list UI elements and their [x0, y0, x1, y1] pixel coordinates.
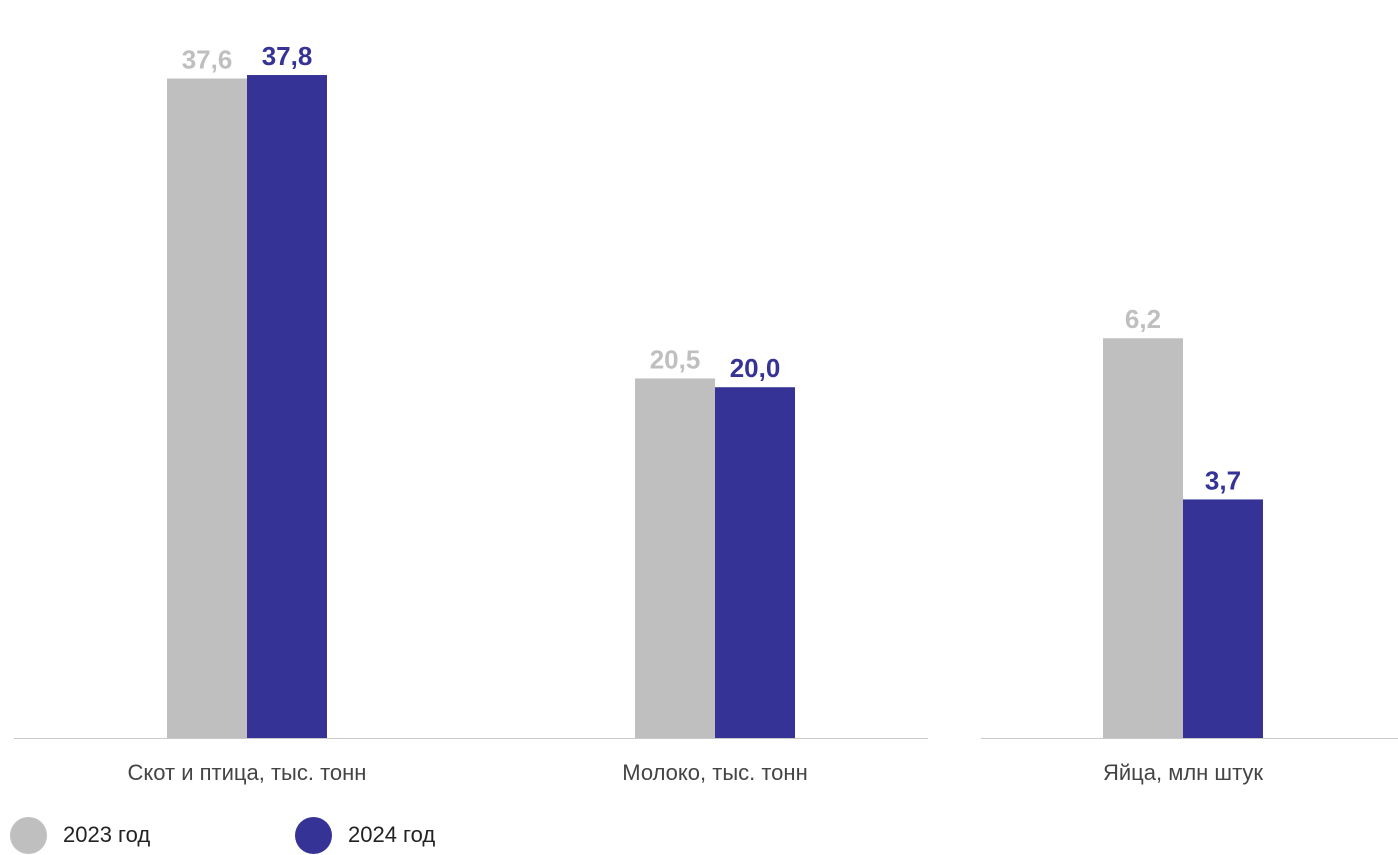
legend-swatch-2023	[10, 816, 47, 854]
bar-2023-год-3	[1103, 338, 1183, 738]
bar-2023-год-2	[635, 378, 715, 738]
bar-2024-год-2	[715, 387, 795, 738]
bar-2024-год-3	[1183, 499, 1263, 738]
data-label-2024-год-1: 37,8	[262, 41, 313, 71]
data-label-2024-год-2: 20,0	[730, 353, 781, 383]
legend-label-2024: 2024 год	[348, 822, 436, 847]
data-label-2023-год-3: 6,2	[1125, 304, 1161, 334]
category-label-3: Яйца, млн штук	[1103, 760, 1263, 785]
category-label-2: Молоко, тыс. тонн	[622, 760, 807, 785]
legend-label-2023: 2023 год	[63, 822, 151, 847]
data-label-2023-год-1: 37,6	[182, 45, 233, 75]
bar-2023-год-1	[167, 78, 247, 738]
legend-item-2023: 2023 год	[10, 815, 150, 855]
bar-chart: 37,6 37,8 Скот и птица, тыс. тонн 20,5 20,0 М…	[14, 41, 1398, 785]
data-label-2024-год-3: 3,7	[1205, 465, 1241, 495]
category-label-1: Скот и птица, тыс. тонн	[128, 760, 367, 785]
legend-swatch-2024	[295, 816, 332, 854]
data-label-2023-год-2: 20,5	[650, 344, 701, 374]
legend-item-2024: 2024 год	[295, 815, 435, 855]
bar-2024-год-1	[247, 75, 327, 739]
